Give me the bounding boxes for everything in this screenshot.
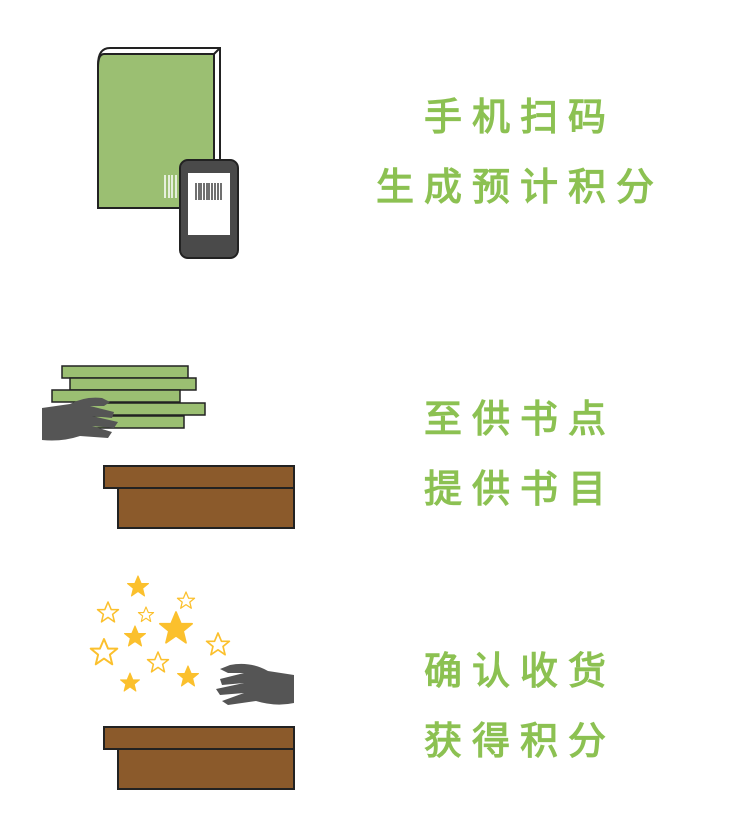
- step-deliver-line1: 至供书点: [423, 397, 616, 441]
- step-scan-caption: 手机扫码 生成预计积分: [370, 82, 670, 222]
- step-receive-line2: 获得积分: [423, 719, 616, 763]
- step-receive-caption: 确认收货 获得积分: [370, 636, 670, 776]
- step-deliver-caption: 至供书点 提供书目: [370, 384, 670, 524]
- step-deliver-line2: 提供书目: [423, 467, 616, 511]
- step-deliver: 至供书点 提供书目: [0, 280, 750, 540]
- book-and-phone-scan-icon: [97, 47, 239, 259]
- step-scan-line1: 手机扫码: [423, 95, 616, 139]
- hand-delivering-books-icon: [42, 365, 295, 529]
- hand-receiving-stars-icon: [89, 575, 295, 790]
- step-receive-line1: 确认收货: [423, 649, 616, 693]
- step-receive: 确认收货 获得积分: [0, 540, 750, 814]
- step-scan: 手机扫码 生成预计积分: [0, 0, 750, 280]
- step-scan-line2: 生成预计积分: [375, 165, 664, 209]
